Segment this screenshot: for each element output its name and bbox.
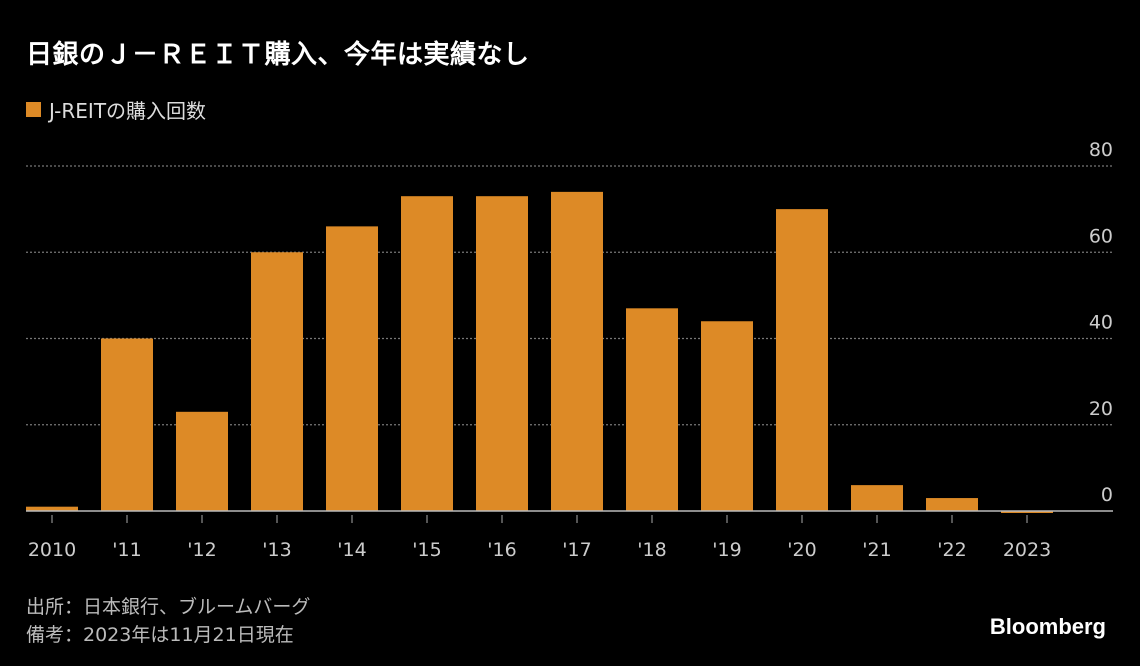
- bar: [1001, 511, 1053, 513]
- legend: J-REITの購入回数: [26, 95, 206, 124]
- x-tick-label: '15: [412, 539, 441, 561]
- legend-swatch: [26, 102, 41, 117]
- y-tick-label: 40: [1089, 312, 1113, 334]
- bar: [176, 411, 228, 511]
- chart-title: 日銀のＪ－ＲＥＩＴ購入、今年は実績なし: [26, 40, 530, 70]
- bar: [926, 498, 978, 511]
- bar: [101, 338, 153, 511]
- y-tick-label: 60: [1089, 225, 1113, 247]
- footnote: 備考：2023年は11月21日現在: [26, 624, 294, 646]
- legend-label: J-REITの購入回数: [49, 99, 207, 123]
- bar: [326, 226, 378, 511]
- y-tick-label: 0: [1101, 484, 1113, 506]
- x-tick-label: '11: [112, 539, 141, 561]
- y-tick-label: 20: [1089, 398, 1113, 420]
- x-tick-label: '16: [487, 539, 516, 561]
- bar: [776, 209, 828, 511]
- x-tick-label: '14: [337, 539, 366, 561]
- x-tick-label: '19: [712, 539, 741, 561]
- bar: [401, 196, 453, 511]
- y-tick-label: 80: [1089, 139, 1113, 161]
- bar: [476, 196, 528, 511]
- source-note: 出所：日本銀行、ブルームバーグ: [26, 596, 311, 618]
- x-tick-label: '12: [187, 539, 216, 561]
- bloomberg-logo: Bloomberg: [989, 614, 1106, 639]
- bar-chart: 0 20 40 60 80 2010 '11 '12 '13 '14 '15 '16 '17 '18 '19…: [26, 139, 1113, 561]
- x-tick-label: '18: [637, 539, 666, 561]
- x-tick-label: '13: [262, 539, 291, 561]
- x-tick-label: '17: [562, 539, 591, 561]
- bar: [851, 485, 903, 511]
- bar: [251, 252, 303, 511]
- x-tick-label: 2010: [28, 539, 76, 561]
- bar: [626, 308, 678, 511]
- bar: [701, 321, 753, 511]
- x-tick-label: 2023: [1003, 539, 1051, 561]
- bar: [26, 506, 78, 511]
- x-tick-label: '22: [937, 539, 966, 561]
- bar: [551, 191, 603, 511]
- x-tick-label: '21: [862, 539, 891, 561]
- x-tick-label: '20: [787, 539, 816, 561]
